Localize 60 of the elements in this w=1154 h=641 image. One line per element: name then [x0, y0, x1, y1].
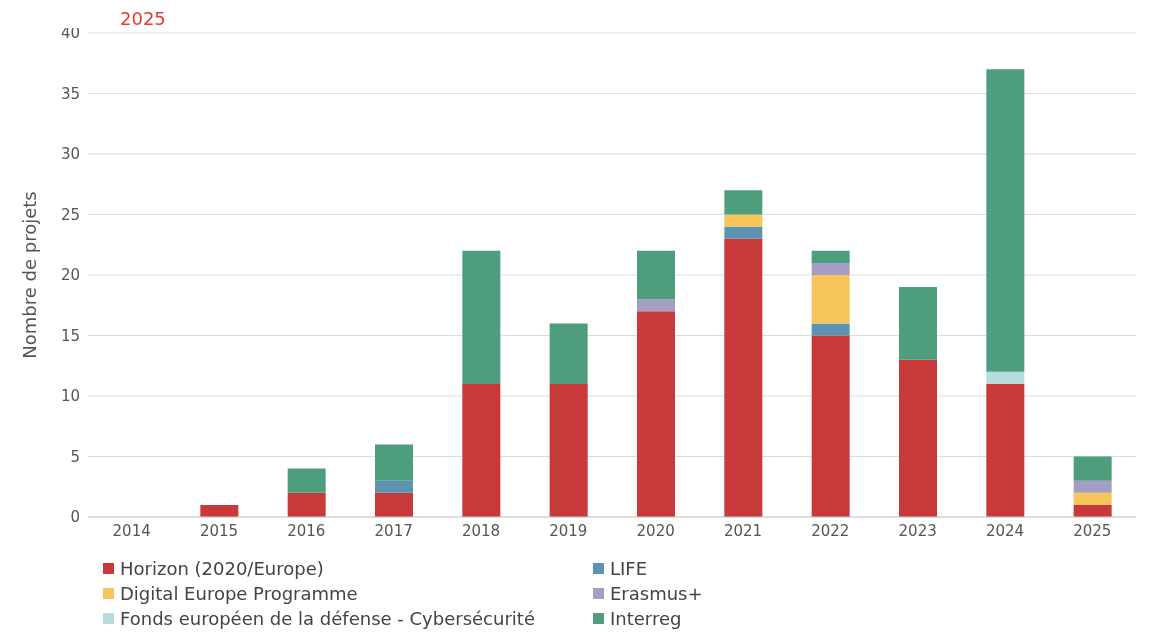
y-tick-label: 20: [60, 266, 80, 285]
bar: [462, 250, 501, 384]
bar: [637, 311, 675, 517]
bar: [811, 335, 850, 517]
y-tick-label: 0: [70, 508, 80, 527]
bar: [724, 190, 763, 215]
legend-label: Horizon (2020/Europe): [120, 558, 324, 579]
bar: [287, 468, 326, 493]
bar: [986, 371, 1025, 384]
x-tick-label: 2018: [461, 521, 501, 540]
bar: [375, 492, 413, 517]
y-tick-label: 10: [60, 387, 80, 406]
x-tick-label: 2020: [636, 521, 675, 540]
x-tick-label: 2019: [549, 521, 588, 540]
x-tick-label: 2025: [1073, 521, 1112, 540]
x-tick-label: 2017: [374, 521, 413, 540]
bar: [724, 226, 763, 239]
bar: [375, 480, 413, 493]
bar: [1073, 492, 1112, 505]
bar: [724, 238, 763, 517]
y-tick-label: 15: [60, 326, 80, 345]
y-tick-label: 35: [60, 84, 80, 103]
bar: [375, 444, 413, 481]
y-tick-label: 25: [60, 205, 80, 224]
bar: [986, 383, 1025, 517]
x-tick-label: 2024: [985, 521, 1025, 540]
bar: [549, 323, 588, 384]
bar: [899, 287, 937, 360]
y-tick-label: 30: [60, 145, 80, 164]
legend-label: Erasmus+: [610, 583, 703, 604]
x-tick-label: 2016: [287, 521, 326, 540]
bar: [637, 250, 675, 300]
bar: [811, 323, 850, 336]
bar: [549, 383, 588, 517]
bar: [811, 275, 850, 324]
legend-label: Digital Europe Programme: [120, 583, 358, 604]
bar: [462, 383, 501, 517]
x-tick-label: 2015: [199, 521, 239, 540]
y-axis-title: Nombre de projets: [19, 191, 41, 359]
legend-label: LIFE: [610, 558, 648, 579]
bar: [287, 492, 326, 517]
bar: [1073, 504, 1112, 517]
bar: [200, 504, 239, 517]
x-tick-label: 2014: [112, 521, 151, 540]
y-tick-label: 40: [60, 24, 80, 43]
bar: [811, 262, 850, 275]
x-tick-label: 2021: [723, 521, 763, 540]
x-tick-label: 2022: [811, 521, 850, 540]
bar: [1073, 480, 1112, 493]
legend-label: Fonds européen de la défense - Cybersécurité: [120, 608, 535, 629]
bar: [1073, 456, 1112, 481]
x-tick-label: 2023: [898, 521, 937, 540]
chart-title: 2025: [120, 8, 167, 29]
bar: [811, 250, 850, 263]
legend-label: Interreg: [610, 608, 682, 629]
bar: [724, 214, 763, 227]
bar: [899, 359, 937, 517]
bar: [986, 69, 1025, 372]
bar: [637, 299, 675, 312]
y-tick-label: 5: [70, 447, 80, 466]
